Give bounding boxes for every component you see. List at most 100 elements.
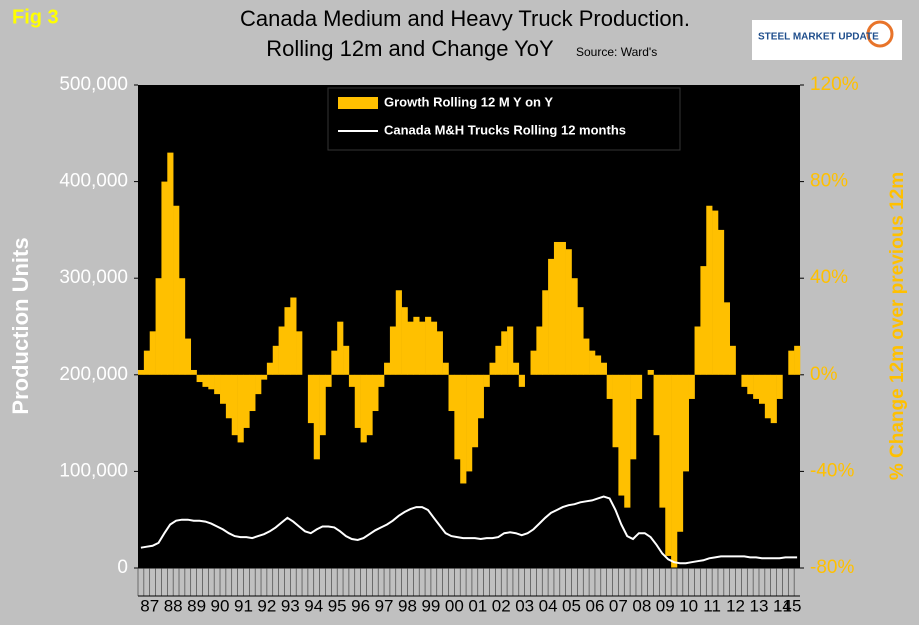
growth-bar bbox=[307, 374, 315, 424]
growth-bar bbox=[565, 249, 572, 375]
growth-bar bbox=[454, 374, 461, 460]
x-tick-label: 09 bbox=[656, 596, 675, 615]
growth-bar bbox=[202, 374, 209, 387]
growth-bar bbox=[477, 374, 484, 419]
y-tick-label: 200,000 bbox=[59, 364, 128, 385]
growth-bar bbox=[630, 374, 637, 460]
growth-bar bbox=[155, 278, 162, 375]
growth-bar bbox=[354, 374, 361, 428]
x-tick-label: 06 bbox=[585, 596, 604, 615]
growth-bar bbox=[255, 374, 262, 395]
growth-bar bbox=[190, 369, 197, 375]
growth-bar bbox=[313, 374, 320, 460]
growth-bar bbox=[220, 374, 227, 404]
growth-bar bbox=[401, 307, 408, 375]
growth-bar bbox=[618, 374, 625, 496]
x-tick-label: 07 bbox=[609, 596, 628, 615]
x-tick-label: 88 bbox=[164, 596, 183, 615]
growth-bar bbox=[536, 326, 543, 375]
y-tick-label: 0 bbox=[117, 557, 128, 578]
growth-bar bbox=[319, 374, 326, 436]
growth-bar bbox=[489, 362, 496, 375]
y-tick-label: 500,000 bbox=[59, 74, 128, 95]
growth-bar bbox=[653, 374, 660, 436]
growth-bar bbox=[741, 374, 748, 387]
growth-bar bbox=[794, 345, 801, 375]
growth-bar bbox=[272, 345, 279, 375]
x-tick-label: 14 bbox=[773, 596, 792, 615]
growth-bar bbox=[237, 374, 244, 443]
growth-bar bbox=[688, 374, 695, 399]
growth-bar bbox=[266, 362, 274, 375]
growth-bar bbox=[471, 374, 479, 448]
x-tick-label: 02 bbox=[492, 596, 511, 615]
growth-bar bbox=[208, 374, 215, 390]
logo: STEEL MARKET UPDATE bbox=[758, 32, 879, 43]
growth-bar bbox=[372, 374, 379, 412]
growth-bar bbox=[723, 302, 730, 375]
x-tick-label: 98 bbox=[398, 596, 417, 615]
growth-bar bbox=[290, 297, 297, 375]
growth-bar bbox=[243, 374, 250, 428]
growth-bar bbox=[231, 374, 238, 436]
growth-bar bbox=[173, 205, 180, 375]
growth-bar bbox=[337, 321, 344, 375]
growth-bar bbox=[460, 374, 467, 484]
growth-bar bbox=[436, 331, 443, 375]
x-tick-label: 97 bbox=[375, 596, 394, 615]
growth-bar bbox=[512, 362, 520, 375]
growth-bar bbox=[671, 374, 678, 568]
growth-bar bbox=[659, 374, 666, 508]
growth-bar bbox=[360, 374, 367, 443]
growth-bar bbox=[430, 321, 438, 375]
growth-bar bbox=[507, 326, 514, 375]
growth-bar bbox=[753, 374, 760, 399]
growth-bar bbox=[758, 374, 766, 404]
growth-bar bbox=[149, 331, 156, 375]
x-tick-label: 11 bbox=[703, 596, 721, 615]
y2-tick-label: 120% bbox=[810, 74, 859, 95]
growth-bar bbox=[548, 258, 555, 375]
growth-bar bbox=[706, 205, 713, 375]
growth-bar bbox=[600, 362, 607, 375]
growth-bar bbox=[612, 374, 619, 448]
growth-bar bbox=[161, 181, 168, 375]
x-tick-label: 12 bbox=[726, 596, 745, 615]
growth-bar bbox=[495, 345, 502, 375]
growth-bar bbox=[325, 374, 332, 387]
growth-bar bbox=[348, 374, 356, 387]
growth-bar bbox=[366, 374, 373, 436]
x-tick-label: 96 bbox=[351, 596, 370, 615]
x-tick-label: 99 bbox=[421, 596, 440, 615]
y-tick-label: 100,000 bbox=[59, 460, 128, 481]
logo-swoosh bbox=[866, 20, 894, 48]
growth-bar bbox=[249, 374, 256, 412]
growth-bar bbox=[682, 374, 689, 472]
growth-bar bbox=[331, 350, 338, 375]
chart-title: Canada Medium and Heavy Truck Production… bbox=[240, 6, 690, 31]
growth-bar bbox=[225, 374, 233, 419]
logo-box bbox=[752, 20, 902, 60]
production-line bbox=[140, 495, 798, 565]
legend-label: Growth Rolling 12 M Y on Y bbox=[384, 94, 553, 109]
x-tick-label: 01 bbox=[468, 596, 487, 615]
y-tick-label: 400,000 bbox=[59, 171, 128, 192]
chart-subtitle: Rolling 12m and Change YoY bbox=[266, 36, 554, 61]
growth-bar bbox=[261, 374, 268, 380]
x-tick-label: 15 bbox=[783, 596, 802, 615]
legend-box bbox=[327, 87, 681, 151]
growth-bar bbox=[712, 210, 719, 375]
growth-bar bbox=[143, 350, 151, 375]
x-tick-label: 05 bbox=[562, 596, 581, 615]
growth-bar bbox=[770, 374, 777, 424]
x-tick-label: 94 bbox=[304, 596, 323, 615]
growth-bar bbox=[700, 266, 707, 375]
growth-bar bbox=[442, 362, 449, 375]
legend-swatch bbox=[338, 97, 378, 109]
x-tick-label: 08 bbox=[632, 596, 651, 615]
growth-bar bbox=[278, 326, 285, 375]
x-tick-label: 93 bbox=[281, 596, 300, 615]
growth-bar bbox=[776, 374, 783, 399]
x-tick-label: 13 bbox=[750, 596, 769, 615]
